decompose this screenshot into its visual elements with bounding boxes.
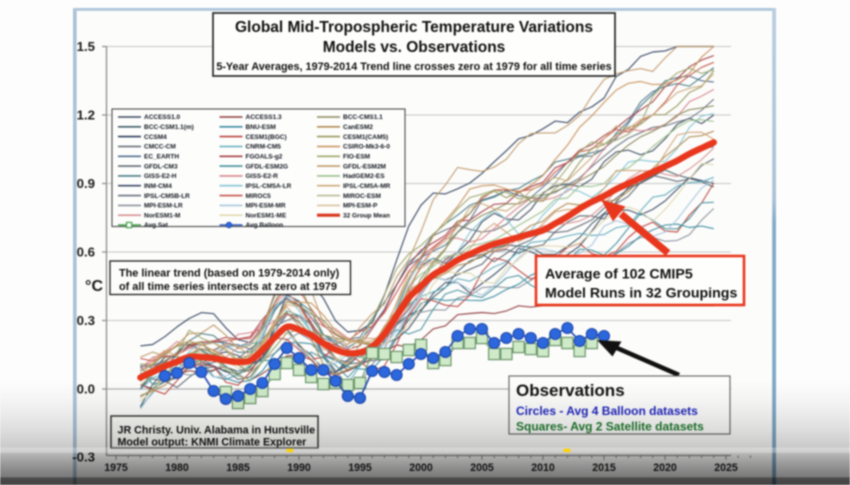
svg-text:Avg Sat: Avg Sat — [144, 222, 169, 229]
svg-text:Avg Balloon: Avg Balloon — [246, 222, 284, 229]
svg-text:IPSL-CM5A-MR: IPSL-CM5A-MR — [343, 183, 391, 190]
svg-text:CESM1(CAM5): CESM1(CAM5) — [343, 134, 388, 141]
svg-text:INM-CM4: INM-CM4 — [144, 183, 172, 190]
svg-text:BCC-CMS1.1: BCC-CMS1.1 — [343, 114, 383, 121]
svg-text:0.6: 0.6 — [77, 245, 95, 260]
svg-text:MIROC-ESM: MIROC-ESM — [343, 193, 381, 200]
svg-text:MPI-ESM-LR: MPI-ESM-LR — [144, 203, 183, 210]
svg-text:of all time series intersects: of all time series intersects at zero at… — [119, 281, 337, 293]
svg-text:GFDL-ESM2M: GFDL-ESM2M — [343, 163, 386, 170]
svg-text:CSIRO-Mk3-6-0: CSIRO-Mk3-6-0 — [343, 144, 390, 151]
svg-text:NorESM1-ME: NorESM1-ME — [246, 212, 287, 219]
svg-text:GFDL-CM3: GFDL-CM3 — [144, 163, 178, 170]
svg-text:CMCC-CM: CMCC-CM — [144, 144, 176, 151]
svg-text:Global Mid-Tropospheric Temper: Global Mid-Tropospheric Temperature Vari… — [235, 19, 593, 36]
svg-text:IPSL-CM5A-LR: IPSL-CM5A-LR — [246, 183, 292, 190]
svg-text:BNU-ESM: BNU-ESM — [246, 124, 276, 131]
svg-text:FGOALS-g2: FGOALS-g2 — [246, 154, 283, 161]
svg-text:°C: °C — [85, 278, 103, 295]
svg-text:1.2: 1.2 — [77, 108, 95, 123]
svg-text:ACCESS1.3: ACCESS1.3 — [246, 114, 283, 121]
svg-text:CanESM2: CanESM2 — [343, 124, 373, 131]
svg-text:EC_EARTH: EC_EARTH — [144, 154, 179, 161]
svg-text:Average of 102 CMIP5: Average of 102 CMIP5 — [545, 267, 693, 283]
svg-text:CESM1(BGC): CESM1(BGC) — [246, 134, 287, 141]
svg-text:MIROC5: MIROC5 — [246, 193, 272, 200]
svg-text:MPI-ESM-MR: MPI-ESM-MR — [246, 203, 286, 210]
svg-text:MPI-ESM-P: MPI-ESM-P — [343, 203, 378, 210]
svg-text:The linear trend (based on 197: The linear trend (based on 1979-2014 onl… — [119, 268, 340, 280]
svg-text:0.3: 0.3 — [77, 313, 95, 328]
svg-text:Model Runs in 32 Groupings: Model Runs in 32 Groupings — [545, 286, 737, 302]
svg-text:GFDL-ESM2G: GFDL-ESM2G — [246, 163, 289, 170]
svg-text:BCC-CSM1.1(m): BCC-CSM1.1(m) — [144, 124, 194, 131]
svg-text:5-Year Averages, 1979-2014 Tre: 5-Year Averages, 1979-2014 Trend line cr… — [216, 61, 611, 73]
svg-text:32 Group Mean: 32 Group Mean — [343, 212, 390, 219]
svg-text:FIO-ESM: FIO-ESM — [343, 154, 370, 161]
svg-text:CNRM-CM5: CNRM-CM5 — [246, 144, 282, 151]
svg-text:0.9: 0.9 — [77, 176, 95, 191]
svg-text:Models vs. Observations: Models vs. Observations — [323, 39, 506, 56]
svg-text:NorESM1-M: NorESM1-M — [144, 212, 180, 219]
svg-text:IPSL-CM5B-LR: IPSL-CM5B-LR — [144, 193, 190, 200]
svg-text:HadGEM2-ES: HadGEM2-ES — [343, 173, 385, 180]
svg-text:ACCESS1.0: ACCESS1.0 — [144, 114, 181, 121]
svg-text:GISS-E2-R: GISS-E2-R — [246, 173, 279, 180]
svg-text:GISS-E2-H: GISS-E2-H — [144, 173, 177, 180]
svg-text:1.5: 1.5 — [77, 39, 95, 54]
svg-text:CCSM4: CCSM4 — [144, 134, 167, 141]
